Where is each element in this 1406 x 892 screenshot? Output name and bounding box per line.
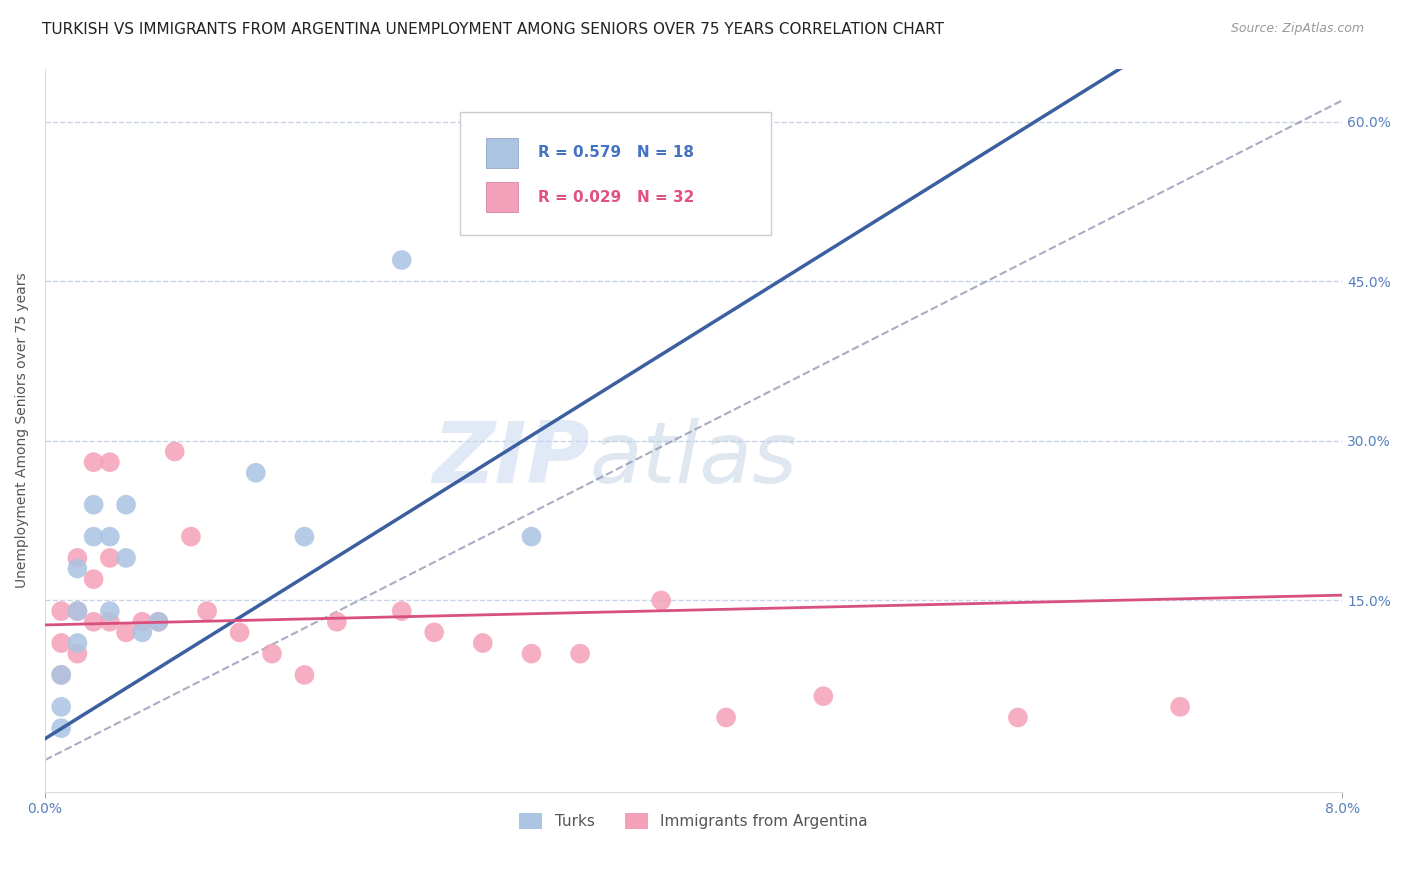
- Point: [66, 550, 89, 565]
- Legend: Turks, Immigrants from Argentina: Turks, Immigrants from Argentina: [513, 806, 875, 835]
- Point: [148, 615, 170, 629]
- Point: [51, 668, 73, 682]
- Point: [51, 721, 73, 735]
- Text: Source: ZipAtlas.com: Source: ZipAtlas.com: [1230, 22, 1364, 36]
- Point: [51, 668, 73, 682]
- Point: [66, 647, 89, 661]
- Text: R = 0.579   N = 18: R = 0.579 N = 18: [538, 145, 695, 161]
- Point: [228, 625, 250, 640]
- Point: [131, 625, 153, 640]
- Point: [51, 636, 73, 650]
- Point: [66, 636, 89, 650]
- Point: [66, 604, 89, 618]
- Point: [83, 530, 105, 544]
- Point: [83, 615, 105, 629]
- Point: [98, 530, 121, 544]
- Text: atlas: atlas: [591, 417, 797, 500]
- Point: [294, 530, 316, 544]
- Point: [195, 604, 218, 618]
- Text: ZIP: ZIP: [432, 417, 591, 500]
- FancyBboxPatch shape: [460, 112, 772, 235]
- Point: [391, 604, 413, 618]
- Point: [180, 530, 202, 544]
- Point: [294, 668, 316, 682]
- Point: [569, 647, 592, 661]
- Point: [260, 647, 283, 661]
- Point: [650, 593, 672, 607]
- Point: [813, 690, 835, 704]
- Point: [326, 615, 349, 629]
- Point: [66, 604, 89, 618]
- Point: [98, 455, 121, 469]
- Point: [148, 615, 170, 629]
- Point: [423, 625, 446, 640]
- Point: [83, 498, 105, 512]
- Point: [51, 604, 73, 618]
- Y-axis label: Unemployment Among Seniors over 75 years: Unemployment Among Seniors over 75 years: [15, 272, 30, 588]
- Point: [115, 550, 138, 565]
- Point: [51, 699, 73, 714]
- Point: [131, 615, 153, 629]
- Point: [115, 498, 138, 512]
- Point: [1168, 699, 1191, 714]
- Point: [391, 253, 413, 268]
- Text: TURKISH VS IMMIGRANTS FROM ARGENTINA UNEMPLOYMENT AMONG SENIORS OVER 75 YEARS CO: TURKISH VS IMMIGRANTS FROM ARGENTINA UNE…: [42, 22, 945, 37]
- Text: R = 0.029   N = 32: R = 0.029 N = 32: [538, 190, 695, 205]
- Point: [98, 550, 121, 565]
- Point: [520, 530, 543, 544]
- Point: [83, 572, 105, 586]
- Point: [98, 604, 121, 618]
- Point: [245, 466, 267, 480]
- Point: [163, 444, 186, 458]
- Point: [520, 647, 543, 661]
- Bar: [486, 137, 519, 168]
- Point: [98, 615, 121, 629]
- Point: [1007, 710, 1029, 724]
- Point: [66, 561, 89, 575]
- Point: [714, 710, 737, 724]
- Point: [471, 636, 494, 650]
- Point: [83, 455, 105, 469]
- Bar: [486, 182, 519, 212]
- Point: [115, 625, 138, 640]
